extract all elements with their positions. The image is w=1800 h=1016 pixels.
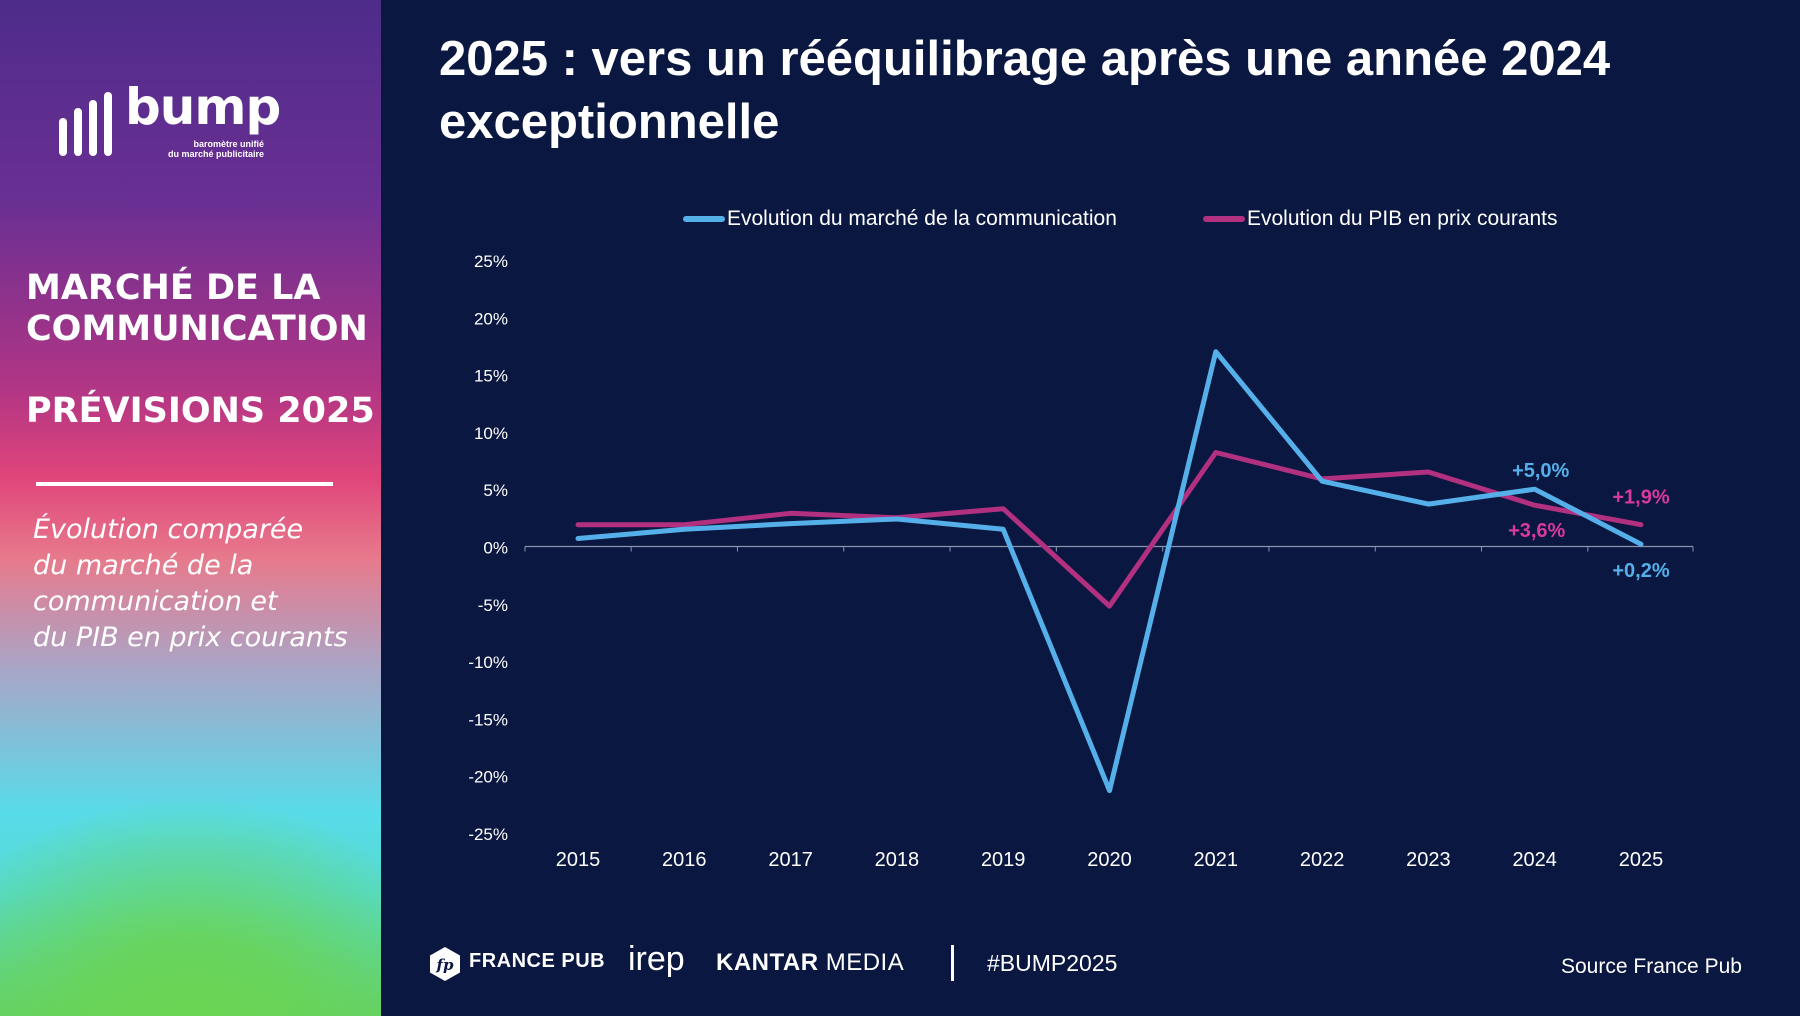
footer-separator [951,945,954,981]
x-tick-label: 2020 [1087,849,1132,871]
y-tick-label: -10% [468,653,508,672]
sidebar-heading-line2: COMMUNICATION [26,309,368,349]
x-tick-label: 2024 [1512,849,1557,871]
legend-swatch-pib [1203,216,1245,222]
sidebar-heading: MARCHÉ DE LA COMMUNICATION [26,268,376,350]
legend-label-pib: Evolution du PIB en prix courants [1247,207,1558,230]
sidebar-description-line1: Évolution comparée [33,514,304,545]
y-tick-label: 5% [483,481,508,500]
sidebar-heading-line1: MARCHÉ DE LA [26,268,321,308]
logo-tagline-line2: du marché publicitaire [167,149,264,159]
logo-tagline: baromètre unifié du marché publicitaire [134,139,264,159]
page-title-line2: exceptionnelle [439,95,780,149]
y-tick-label: 15% [474,367,508,386]
x-tick-label: 2018 [875,849,920,871]
series-line-communication [575,349,1644,794]
y-tick-label: -5% [478,596,508,615]
legend-item-pib: Evolution du PIB en prix courants [1203,205,1558,233]
legend-swatch-communication [683,216,725,222]
hashtag: #BUMP2025 [987,950,1118,976]
y-tick-label: -20% [468,768,508,787]
data-label: +0,2% [1612,560,1669,582]
legend-item-communication: Evolution du marché de la communication [683,205,1117,233]
y-tick-label: 10% [474,424,508,443]
x-tick-label: 2022 [1300,849,1345,871]
logo-wordmark: bump [125,78,281,136]
legend-label-communication: Evolution du marché de la communication [727,207,1117,230]
page-title: 2025 : vers un rééquilibrage après une a… [439,28,1759,154]
page-title-line1: 2025 : vers un rééquilibrage après une a… [439,32,1611,86]
sidebar: bump baromètre unifié du marché publicit… [0,0,381,1016]
sidebar-divider [36,482,333,486]
irep-logo: irep [628,940,685,978]
x-tick-label: 2025 [1619,849,1664,871]
series-line-pib [575,450,1644,609]
bars-logo-icon [59,92,112,156]
data-label: +3,6% [1508,520,1565,542]
france-pub-badge-text: fp [436,956,454,974]
sidebar-description-line4: du PIB en prix courants [33,622,348,653]
kantar-media-logo: KANTAR MEDIA [716,949,904,977]
x-tick-label: 2021 [1194,849,1239,871]
y-tick-label: 25% [474,252,508,271]
logo-tagline-line1: baromètre unifié [193,139,264,149]
data-label: +1,9% [1612,487,1669,509]
sidebar-description: Évolution comparée du marché de la commu… [33,512,373,656]
x-tick-label: 2019 [981,849,1026,871]
y-tick-label: 0% [483,539,508,558]
y-tick-label: -25% [468,825,508,844]
france-pub-logo: FRANCE PUB [469,950,606,972]
y-tick-label: 20% [474,309,508,328]
kantar-logo-bold: KANTAR [716,949,819,976]
sidebar-description-line3: communication et [33,586,278,617]
y-tick-label: -15% [468,710,508,729]
bump-logo: bump baromètre unifié du marché publicit… [57,78,297,164]
x-tick-label: 2017 [768,849,813,871]
x-tick-label: 2016 [662,849,707,871]
x-tick-label: 2015 [556,849,601,871]
x-tick-label: 2023 [1406,849,1451,871]
sidebar-description-line2: du marché de la [33,550,254,581]
france-pub-logo-icon: fp [430,947,460,981]
data-label: +5,0% [1512,460,1569,482]
kantar-logo-light: MEDIA [825,949,905,976]
source-note: Source France Pub [1561,955,1742,978]
sidebar-subheading: PRÉVISIONS 2025 [26,391,375,431]
